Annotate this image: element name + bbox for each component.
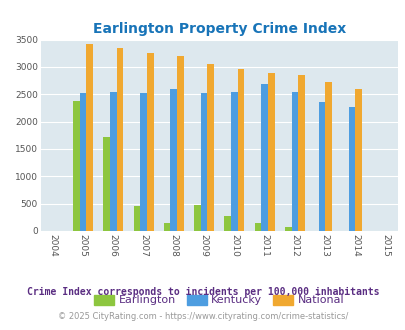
Bar: [200, 93, 207, 231]
Bar: [103, 137, 110, 231]
Bar: [110, 91, 116, 231]
Bar: [355, 89, 361, 231]
Bar: [164, 223, 170, 231]
Bar: [267, 73, 274, 231]
Text: Crime Index corresponds to incidents per 100,000 inhabitants: Crime Index corresponds to incidents per…: [27, 287, 378, 297]
Bar: [318, 102, 324, 231]
Bar: [324, 82, 331, 231]
Title: Earlington Property Crime Index: Earlington Property Crime Index: [92, 22, 345, 36]
Text: © 2025 CityRating.com - https://www.cityrating.com/crime-statistics/: © 2025 CityRating.com - https://www.city…: [58, 312, 347, 321]
Bar: [170, 89, 177, 231]
Bar: [133, 206, 140, 231]
Bar: [261, 84, 267, 231]
Bar: [140, 93, 147, 231]
Bar: [291, 91, 298, 231]
Bar: [224, 216, 230, 231]
Bar: [79, 93, 86, 231]
Bar: [207, 64, 213, 231]
Bar: [194, 205, 200, 231]
Bar: [298, 75, 304, 231]
Legend: Earlington, Kentucky, National: Earlington, Kentucky, National: [89, 290, 348, 310]
Bar: [230, 91, 237, 231]
Bar: [86, 44, 93, 231]
Bar: [147, 53, 153, 231]
Bar: [348, 107, 355, 231]
Bar: [177, 56, 183, 231]
Bar: [237, 69, 244, 231]
Bar: [73, 101, 79, 231]
Bar: [254, 223, 261, 231]
Bar: [116, 49, 123, 231]
Bar: [284, 227, 291, 231]
